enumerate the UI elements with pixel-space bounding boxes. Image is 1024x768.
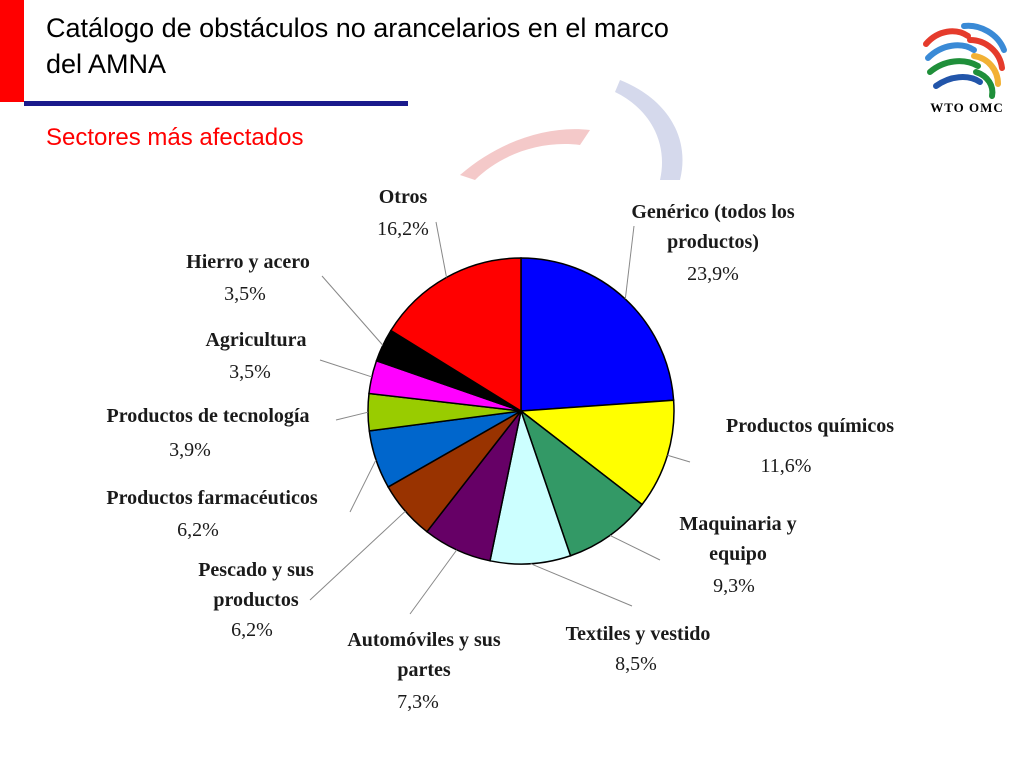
pie-slice (519, 408, 644, 557)
title-line-2: del AMNA (46, 49, 167, 79)
title-line-1: Catálogo de obstáculos no arancelarios e… (46, 13, 669, 43)
slice-value-label: 16,2% (377, 218, 429, 240)
slice-label: Productos químicos (726, 415, 894, 437)
slice-value-label: 6,2% (231, 619, 273, 641)
title-underline (24, 101, 408, 106)
leader-line (624, 225, 635, 300)
subtitle: Sectores más afectados (46, 124, 304, 151)
slice-label: Productos farmacéuticos (106, 487, 317, 509)
slice-value-label: 9,3% (713, 575, 755, 597)
background-swoosh-icon (460, 80, 683, 180)
slice-value-label: 3,5% (229, 361, 271, 383)
wto-globe-logo-icon (923, 22, 1007, 99)
slice-label: Agricultura (205, 329, 306, 351)
slice-label: Automóviles y sus (347, 629, 501, 651)
slice-label: Hierro y acero (186, 251, 310, 273)
slice-label: productos (213, 589, 298, 611)
logo-text: WTO OMC (930, 100, 1004, 115)
leader-line (321, 275, 384, 346)
leader-line (667, 454, 691, 463)
slice-label: equipo (709, 543, 767, 565)
slice-label: productos) (667, 231, 759, 253)
slice-label: Productos de tecnología (107, 405, 310, 427)
leader-line (349, 459, 377, 513)
leader-line (309, 510, 406, 601)
page-title: Catálogo de obstáculos no arancelarios e… (46, 10, 866, 82)
slice-label: Maquinaria y (679, 513, 796, 535)
leader-line (435, 221, 448, 278)
pie-slice (518, 399, 675, 506)
leader-line (319, 359, 372, 378)
slice-value-label: 6,2% (177, 519, 219, 541)
slice-value-label: 7,3% (397, 691, 439, 713)
leader-line (335, 411, 369, 421)
slice-label: Otros (379, 186, 428, 208)
slice-label: Pescado y sus (198, 559, 314, 581)
slice-value-label: 8,5% (615, 653, 657, 675)
leader-line (530, 563, 633, 607)
leader-line (409, 549, 458, 615)
pie-slice (520, 257, 675, 412)
slice-value-label: 11,6% (761, 455, 812, 477)
slice-label: Genérico (todos los (631, 201, 795, 223)
red-accent-bar (0, 0, 24, 102)
slice-label: Textiles y vestido (566, 623, 711, 645)
slice-label: partes (397, 659, 451, 681)
pie-slice (389, 257, 522, 413)
leader-line (609, 534, 661, 561)
slice-value-label: 3,5% (224, 283, 266, 305)
slice-value-label: 3,9% (169, 439, 211, 461)
slice-value-label: 23,9% (687, 263, 739, 285)
